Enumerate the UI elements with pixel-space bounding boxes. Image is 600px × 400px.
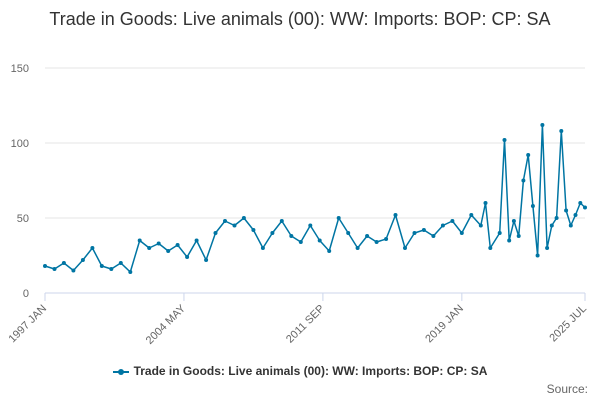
data-point[interactable]	[483, 201, 488, 205]
data-point[interactable]	[308, 223, 313, 228]
legend-swatch-icon	[112, 367, 129, 377]
data-point[interactable]	[223, 219, 227, 223]
data-point[interactable]	[564, 208, 569, 213]
data-point[interactable]	[43, 264, 47, 268]
data-point[interactable]	[488, 246, 493, 250]
data-point[interactable]	[393, 213, 398, 217]
data-point[interactable]	[568, 223, 573, 228]
data-point[interactable]	[440, 223, 445, 228]
data-point[interactable]	[298, 240, 303, 244]
data-point[interactable]	[175, 243, 180, 247]
series-layer	[43, 123, 587, 274]
data-point[interactable]	[137, 238, 142, 243]
data-point[interactable]	[549, 223, 554, 228]
data-point[interactable]	[573, 213, 578, 217]
data-point[interactable]	[185, 255, 190, 259]
data-point[interactable]	[213, 231, 218, 235]
legend[interactable]: Trade in Goods: Live animals (00): WW: I…	[0, 364, 600, 378]
data-point[interactable]	[459, 231, 464, 235]
data-point[interactable]	[327, 249, 332, 253]
data-point[interactable]	[194, 238, 199, 243]
data-point[interactable]	[559, 129, 564, 133]
data-point[interactable]	[583, 205, 587, 210]
data-point[interactable]	[469, 213, 474, 217]
x-tick-label-3: 2019 JAN	[423, 303, 466, 346]
data-point[interactable]	[355, 246, 360, 250]
y-tick-label-2: 100	[11, 138, 29, 150]
series-line-0	[44, 124, 586, 273]
chart-title: Trade in Goods: Live animals (00): WW: I…	[49, 9, 551, 29]
data-point[interactable]	[516, 234, 521, 238]
y-axis-ticks: 0 50 100 150	[11, 63, 29, 300]
data-point[interactable]	[511, 219, 516, 223]
data-point[interactable]	[270, 231, 275, 235]
data-point[interactable]	[317, 238, 322, 243]
data-point[interactable]	[336, 216, 341, 220]
data-point[interactable]	[540, 123, 545, 127]
data-point[interactable]	[526, 153, 531, 157]
data-point[interactable]	[554, 216, 559, 220]
data-point[interactable]	[204, 258, 209, 262]
data-point[interactable]	[431, 234, 436, 238]
x-tick-label-4: 2025 JUL	[547, 303, 589, 345]
data-point[interactable]	[346, 231, 351, 235]
data-point[interactable]	[412, 231, 417, 235]
data-point[interactable]	[545, 246, 550, 250]
data-point[interactable]	[507, 238, 512, 243]
data-point[interactable]	[279, 219, 284, 223]
data-point[interactable]	[384, 237, 389, 241]
data-point[interactable]	[99, 264, 104, 268]
data-point[interactable]	[421, 228, 426, 232]
x-axis-ticks: 1997 JAN 2004 MAY 2011 SEP 2019 JAN 2025 JUL	[6, 292, 589, 347]
data-point[interactable]	[578, 201, 583, 205]
x-tick-label-1: 2004 MAY	[144, 302, 189, 347]
data-point[interactable]	[90, 246, 95, 250]
gridlines	[45, 67, 585, 294]
data-point[interactable]	[61, 261, 66, 265]
data-point[interactable]	[118, 261, 123, 265]
data-point[interactable]	[403, 246, 407, 250]
data-point[interactable]	[530, 204, 535, 208]
data-point[interactable]	[80, 258, 85, 262]
data-point[interactable]	[166, 249, 171, 253]
data-point[interactable]	[450, 219, 455, 223]
data-point[interactable]	[251, 228, 256, 232]
data-point[interactable]	[365, 234, 370, 238]
data-point[interactable]	[497, 231, 502, 235]
data-point[interactable]	[535, 253, 540, 258]
data-point[interactable]	[147, 246, 152, 250]
data-point[interactable]	[521, 178, 526, 183]
data-point[interactable]	[241, 216, 246, 220]
data-point[interactable]	[232, 223, 237, 228]
data-point[interactable]	[478, 223, 483, 228]
y-tick-label-0: 0	[23, 288, 29, 300]
legend-label: Trade in Goods: Live animals (00): WW: I…	[133, 364, 488, 378]
y-tick-label-1: 50	[17, 213, 29, 225]
data-point[interactable]	[260, 246, 265, 250]
data-point[interactable]	[52, 267, 57, 271]
data-point[interactable]	[109, 267, 114, 271]
data-point[interactable]	[289, 234, 294, 238]
credits-source[interactable]: Source:	[546, 382, 588, 396]
y-tick-label-3: 150	[11, 63, 29, 75]
x-tick-label-0: 1997 JAN	[6, 303, 49, 346]
data-point[interactable]	[128, 270, 133, 274]
data-point[interactable]	[156, 241, 161, 246]
data-point[interactable]	[502, 138, 507, 142]
x-tick-label-2: 2011 SEP	[284, 303, 327, 346]
data-point[interactable]	[71, 268, 76, 273]
data-point[interactable]	[374, 240, 379, 244]
